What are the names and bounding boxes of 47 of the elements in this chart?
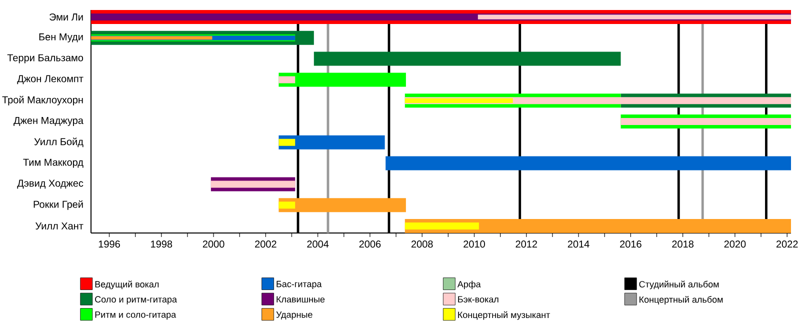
legend-label: Студийный альбом — [639, 280, 719, 290]
legend-label: Соло и ритм-гитара — [95, 296, 177, 304]
x-tick-label: 2018 — [672, 240, 694, 248]
bar — [278, 202, 296, 209]
legend-label: Концертный музыкант — [458, 311, 550, 320]
bar — [278, 138, 296, 146]
y-tick-label: Джон Лекомпт — [17, 75, 84, 84]
x-tick-label: 2016 — [620, 240, 642, 248]
y-tick-label: Уилл Бойд — [34, 138, 84, 148]
bar — [278, 198, 406, 212]
y-tick-label: Джен Маджура — [14, 117, 84, 126]
x-tick-label: 2014 — [568, 240, 590, 248]
bar — [278, 76, 296, 84]
legend-label: Ударные — [276, 312, 312, 320]
bar — [210, 180, 296, 188]
x-tick-label: 2008 — [411, 240, 433, 248]
legend-label: Бас-гитара — [276, 280, 322, 289]
x-tick-label: 2002 — [255, 240, 276, 248]
y-tick-label: Эми Ли — [50, 13, 83, 21]
y-tick-label: Тим Маккорд — [23, 158, 84, 168]
x-tick-label: 1996 — [98, 240, 120, 248]
bar — [404, 222, 479, 230]
x-tick-label: 2022 — [776, 240, 798, 248]
y-tick-label: Бен Муди — [39, 33, 83, 42]
legend-label: Бэк-вокал — [458, 296, 498, 303]
y-tick-label: Дэвид Ходжес — [17, 180, 84, 189]
y-tick-label: Уилл Хант — [35, 222, 84, 230]
bar — [278, 135, 385, 150]
x-tick-label: 2004 — [307, 240, 329, 248]
bar — [386, 156, 792, 170]
y-tick-label: Рокки Грей — [34, 200, 83, 210]
x-tick-label: 2010 — [464, 240, 485, 248]
legend-label: Ведущий вокал — [95, 280, 159, 290]
legend-label: Арфа — [457, 280, 481, 290]
x-tick-label: 2020 — [724, 240, 746, 248]
x-tick-label: 2006 — [359, 240, 381, 248]
x-tick-label: 1998 — [151, 240, 172, 248]
legend-label: Ритм и соло-гитара — [95, 312, 176, 320]
y-tick-label: Трой Маклоухорн — [2, 96, 83, 106]
bar — [314, 52, 621, 66]
legend-label: Концертный альбом — [640, 296, 723, 305]
x-tick-label: 2012 — [516, 240, 538, 248]
bar — [278, 72, 406, 87]
y-tick-label: Терри Бальзамо — [7, 54, 84, 64]
bar — [620, 118, 792, 126]
x-tick-label: 2000 — [202, 240, 224, 248]
legend-label: Клавишные — [276, 296, 325, 303]
